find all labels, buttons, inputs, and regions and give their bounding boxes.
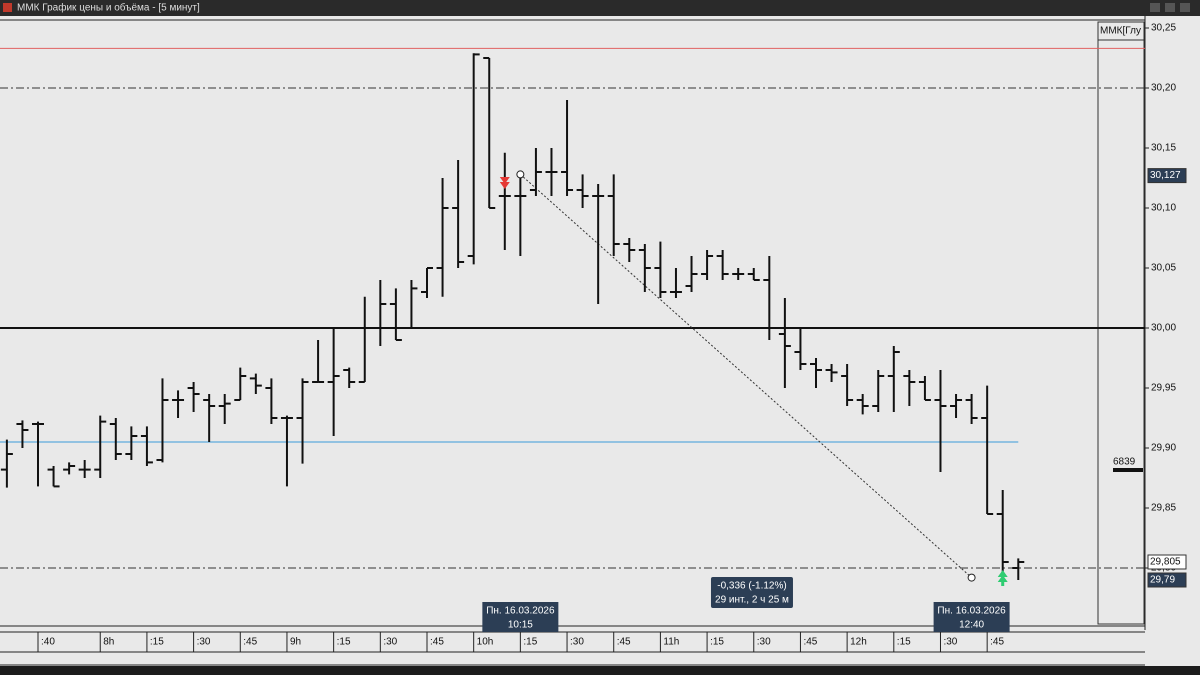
app-icon bbox=[3, 3, 12, 12]
y-tick-label: 30,05 bbox=[1151, 263, 1176, 274]
x-tick-label: :30 bbox=[197, 637, 211, 648]
signal-sell bbox=[499, 177, 510, 189]
minimize-button[interactable] bbox=[1150, 3, 1160, 12]
signal-buy bbox=[997, 570, 1008, 586]
price-marker-box bbox=[1147, 554, 1187, 570]
y-tick-label: 30,00 bbox=[1151, 323, 1176, 334]
x-tick-label: 11h bbox=[663, 637, 679, 648]
x-tick-label: :30 bbox=[383, 637, 397, 648]
x-tick-label: :45 bbox=[617, 637, 631, 648]
price-marker-label: 29,805 bbox=[1150, 557, 1181, 568]
crosshair-time: 10:15 bbox=[508, 620, 533, 631]
x-tick-label: 9h bbox=[290, 637, 301, 648]
x-tick-label: 8h bbox=[103, 637, 114, 648]
x-tick-label: :15 bbox=[150, 637, 164, 648]
maximize-button[interactable] bbox=[1165, 3, 1175, 12]
measure-sublabel: 29 инт., 2 ч 25 м bbox=[715, 595, 789, 606]
price-marker-box bbox=[1147, 168, 1187, 184]
measure-label: -0,336 (-1.12%) bbox=[717, 581, 786, 592]
side-panel-title: ММК[Глу bbox=[1100, 26, 1141, 37]
crosshair-box bbox=[933, 602, 1010, 632]
y-tick-label: 30,15 bbox=[1151, 143, 1176, 154]
window-title: ММК График цены и объёма - [5 минут] bbox=[17, 2, 200, 14]
bottom-frame bbox=[0, 666, 1200, 675]
volume-label: 6839 bbox=[1113, 457, 1136, 468]
close-button[interactable] bbox=[1180, 3, 1190, 12]
x-tick-label: :15 bbox=[897, 637, 911, 648]
crosshair-box bbox=[482, 602, 559, 632]
measure-line bbox=[520, 174, 972, 578]
price-marker-box bbox=[1147, 572, 1187, 588]
x-tick-label: :15 bbox=[523, 637, 537, 648]
y-tick-label: 29,85 bbox=[1151, 503, 1176, 514]
side-panel bbox=[1097, 21, 1145, 625]
price-marker-label: 30,127 bbox=[1150, 170, 1181, 181]
y-tick-label: 29,95 bbox=[1151, 383, 1176, 394]
measure-end bbox=[967, 573, 976, 582]
y-tick-label: 29,90 bbox=[1151, 443, 1176, 454]
y-tick-label: 30,25 bbox=[1151, 23, 1176, 34]
y-tick-label: 30,10 bbox=[1151, 203, 1176, 214]
x-tick-label: :15 bbox=[710, 637, 724, 648]
crosshair-date: Пн. 16.03.2026 bbox=[486, 606, 555, 617]
measure-start bbox=[516, 170, 525, 179]
x-tick-label: :45 bbox=[430, 637, 444, 648]
crosshair-date: Пн. 16.03.2026 bbox=[937, 606, 1006, 617]
x-tick-label: :30 bbox=[757, 637, 771, 648]
x-tick-label: :45 bbox=[243, 637, 257, 648]
title-bar bbox=[0, 0, 1200, 16]
chart-area bbox=[0, 16, 1200, 666]
x-tick-label: :30 bbox=[570, 637, 584, 648]
x-tick-label: :40 bbox=[41, 637, 55, 648]
volume-bar bbox=[1113, 468, 1143, 472]
x-tick-label: :15 bbox=[337, 637, 351, 648]
x-tick-label: 10h bbox=[477, 637, 494, 648]
crosshair-time: 12:40 bbox=[959, 620, 984, 631]
x-tick-label: :45 bbox=[990, 637, 1004, 648]
x-tick-label: 12h bbox=[850, 637, 867, 648]
x-tick-label: :45 bbox=[803, 637, 817, 648]
price-marker-label: 29,79 bbox=[1150, 575, 1175, 586]
x-tick-label: :30 bbox=[943, 637, 957, 648]
measure-box bbox=[710, 577, 793, 608]
y-tick-label: 30,20 bbox=[1151, 83, 1176, 94]
